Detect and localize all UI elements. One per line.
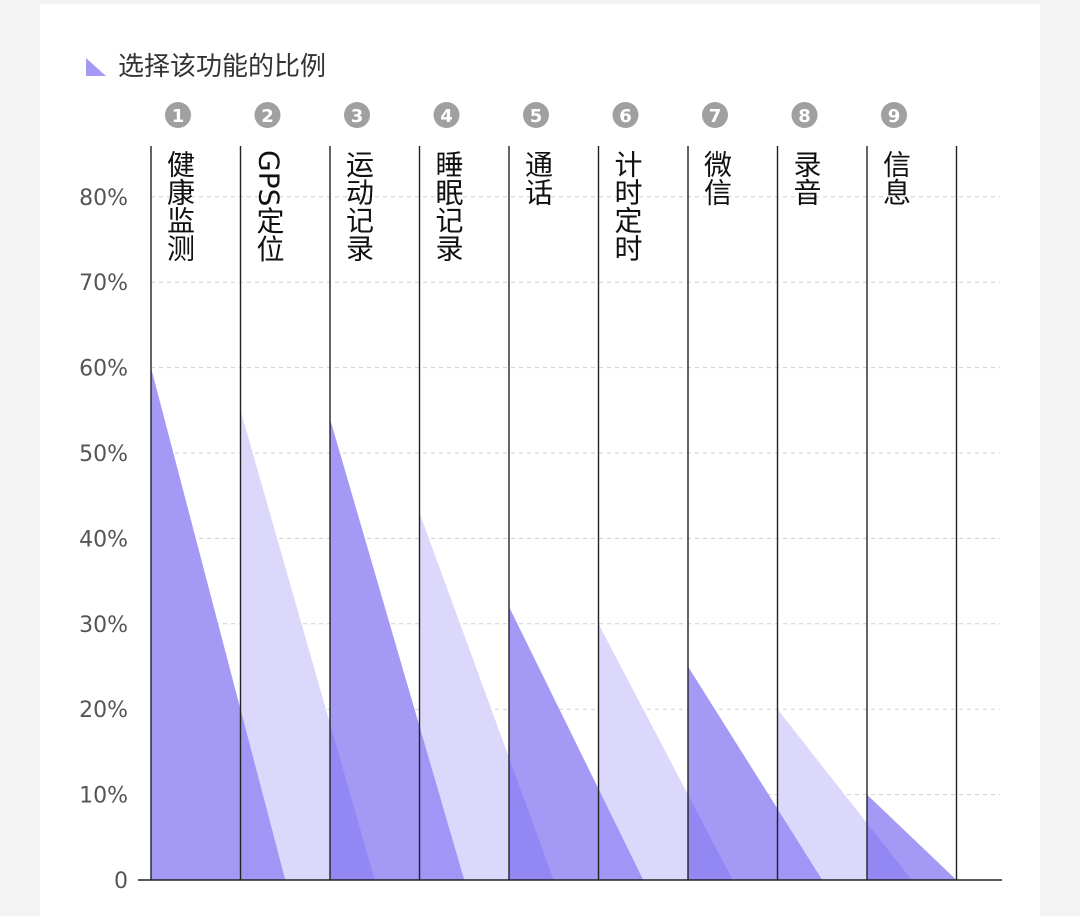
category-label: 录音 xyxy=(790,150,823,206)
chart-card: 0 10% 20% 30% 40% 50% 60% 70% 80% 1 健康监测 2 GPS定位 3 运动记… xyxy=(40,4,1040,916)
category-badge-number: 7 xyxy=(709,106,722,127)
legend-label: 选择该功能的比例 xyxy=(118,52,326,82)
y-tick-label: 50% xyxy=(79,442,128,467)
category-badge xyxy=(612,102,639,128)
category-label: GPS定位 xyxy=(253,150,286,262)
chart: 0 10% 20% 30% 40% 50% 60% 70% 80% 1 健康监测 2 GPS定位 3 运动记… xyxy=(79,52,1002,894)
y-tick-label: 10% xyxy=(79,784,128,809)
y-tick-label: 30% xyxy=(79,613,128,638)
y-tick-label: 70% xyxy=(79,271,128,296)
category-badge xyxy=(254,102,281,128)
category-badge xyxy=(702,102,728,128)
category-label: 微信 xyxy=(700,150,733,206)
category-badge xyxy=(881,102,907,128)
category-badge-number: 4 xyxy=(440,106,453,127)
overlap-tint xyxy=(688,794,733,880)
y-tick-label: 40% xyxy=(79,527,128,552)
overlap-tint xyxy=(240,709,286,880)
category-badge-number: 3 xyxy=(351,106,364,127)
category-label: 健康监测 xyxy=(163,150,196,262)
overlap-tint xyxy=(777,808,823,880)
category-badge-number: 1 xyxy=(172,106,185,127)
overlap-tint xyxy=(330,723,375,880)
category-badge xyxy=(523,102,549,128)
category-label: 信息 xyxy=(879,150,912,206)
overlap-tint xyxy=(867,823,912,880)
overlap-tint xyxy=(509,757,554,880)
category-badge xyxy=(791,102,818,128)
bar-triangle xyxy=(777,709,912,880)
category-badge-number: 8 xyxy=(798,106,811,127)
category-badge-number: 2 xyxy=(261,106,274,127)
category-label: 运动记录 xyxy=(342,150,375,262)
overlap-tint xyxy=(419,726,465,880)
category-badge-number: 9 xyxy=(888,106,901,127)
category-label: 计时定时 xyxy=(611,150,644,262)
category-badge-number: 6 xyxy=(619,106,632,127)
category-badge-number: 5 xyxy=(530,106,543,127)
y-tick-label: 20% xyxy=(79,698,128,723)
category-badge xyxy=(344,102,370,128)
y-tick-label: 80% xyxy=(79,186,128,211)
category-label: 睡眠记录 xyxy=(432,150,465,262)
legend-swatch-icon xyxy=(86,58,106,76)
overlap-tint xyxy=(598,788,644,880)
category-label: 通话 xyxy=(521,150,554,206)
y-tick-label: 60% xyxy=(79,357,128,382)
y-tick-label: 0 xyxy=(114,869,128,894)
category-badge xyxy=(165,102,191,128)
category-badge xyxy=(433,102,460,128)
